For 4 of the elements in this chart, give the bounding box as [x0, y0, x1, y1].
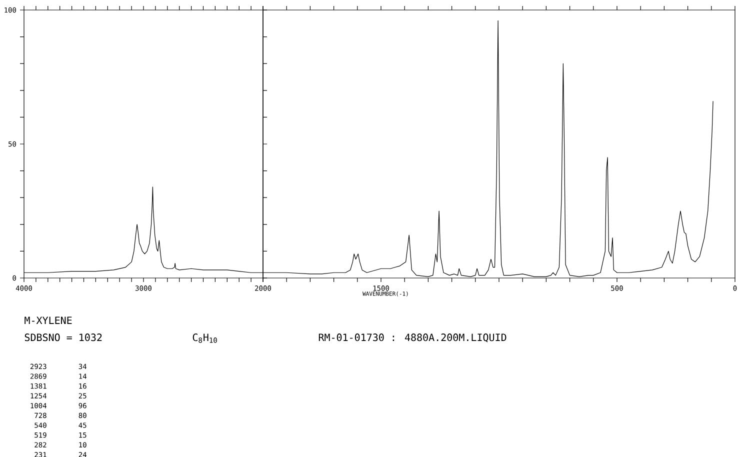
text: RM-01-01730 : 4880A.200M.LIQUID: [318, 334, 506, 342]
text: M-XYLENE: [24, 316, 72, 324]
text: C$_{8}$H$_{10}$: [192, 334, 217, 343]
text: SDBSNO = 1032: [24, 334, 102, 342]
